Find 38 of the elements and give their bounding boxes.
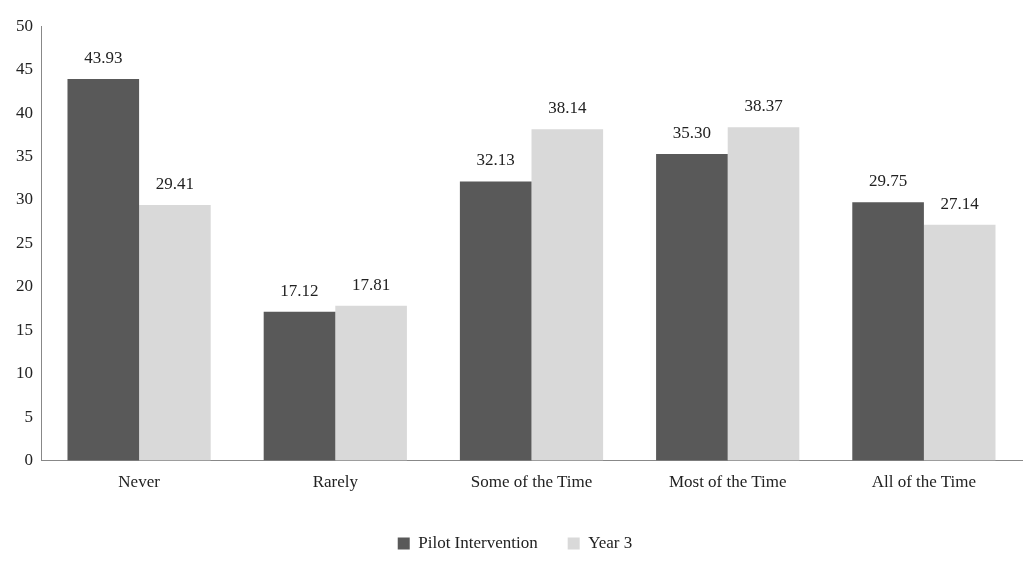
- y-tick-label: 5: [24, 406, 33, 426]
- y-tick-label: 10: [16, 363, 33, 383]
- y-tick-label: 50: [16, 15, 33, 35]
- data-label: 17.81: [351, 274, 391, 294]
- bar: [335, 305, 407, 461]
- bar: [139, 205, 211, 461]
- y-tick-label: 0: [24, 450, 33, 470]
- x-tick-label: Never: [118, 472, 161, 492]
- bar: [459, 181, 532, 461]
- legend-label: Year 3: [588, 532, 633, 552]
- x-tick-label: Some of the Time: [470, 472, 593, 492]
- x-tick-label: Most of the Time: [668, 472, 787, 492]
- data-label: 38.14: [548, 98, 587, 118]
- data-label: 27.14: [940, 193, 980, 213]
- data-label: 32.13: [476, 150, 515, 170]
- data-label: 17.12: [280, 280, 319, 300]
- legend-label: Pilot Intervention: [418, 532, 539, 552]
- y-tick-label: 35: [16, 145, 33, 165]
- y-tick-label: 30: [16, 189, 33, 209]
- y-tick-label: 40: [16, 102, 33, 122]
- data-label: 29.41: [155, 174, 195, 194]
- y-tick-label: 45: [16, 59, 33, 79]
- data-label: 43.93: [84, 47, 123, 67]
- x-tick-label: Rarely: [312, 472, 359, 492]
- y-tick-label: 15: [16, 319, 33, 339]
- bar: [727, 127, 800, 461]
- data-label: 29.75: [868, 171, 908, 191]
- y-tick-label: 20: [16, 276, 33, 296]
- bar: [531, 129, 604, 461]
- y-tick-label: 25: [16, 232, 33, 252]
- bar: [263, 311, 336, 461]
- bar: [67, 78, 140, 461]
- data-label: 35.30: [672, 122, 712, 142]
- bar: [656, 153, 728, 461]
- x-tick-label: All of the Time: [871, 472, 977, 492]
- data-label: 38.37: [744, 96, 784, 116]
- bar: [923, 224, 996, 461]
- bar: [852, 202, 924, 461]
